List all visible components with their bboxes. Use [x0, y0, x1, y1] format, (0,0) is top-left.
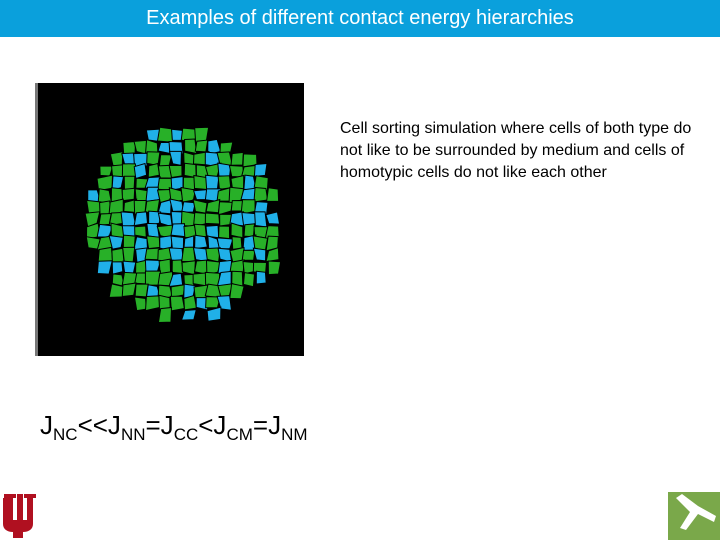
cell	[253, 162, 268, 177]
cell	[158, 154, 173, 167]
cell	[194, 139, 209, 153]
cell	[194, 234, 208, 250]
cell	[255, 270, 267, 285]
cell	[111, 247, 125, 264]
formula-term: =J	[145, 410, 174, 440]
formula-subscript: NM	[281, 425, 308, 444]
cell	[267, 260, 282, 276]
cell	[265, 211, 281, 225]
cell	[122, 246, 136, 264]
cell	[181, 246, 196, 263]
cell	[121, 187, 136, 202]
cell	[97, 246, 114, 263]
formula-subscript: NC	[53, 425, 78, 444]
formula-term: <J	[198, 410, 227, 440]
cell	[230, 151, 244, 166]
formula-subscript: NN	[120, 425, 146, 444]
formula-term: <<J	[77, 410, 121, 440]
cell	[148, 210, 162, 227]
cell	[204, 212, 221, 225]
cell	[242, 272, 256, 288]
cell	[157, 198, 172, 215]
cell	[171, 259, 185, 275]
cell	[134, 225, 147, 238]
formula-term: J	[40, 410, 53, 440]
cell	[217, 175, 232, 190]
cell	[111, 175, 125, 191]
cell	[230, 222, 244, 239]
cell	[170, 223, 186, 238]
cell	[216, 295, 233, 311]
cell	[144, 198, 161, 214]
cell	[181, 201, 196, 213]
cell	[145, 235, 161, 250]
cell	[157, 306, 172, 324]
cell	[254, 211, 268, 228]
cell	[264, 225, 280, 240]
description: Cell sorting simulation where cells of b…	[340, 120, 692, 181]
image-edge	[35, 83, 38, 356]
cell	[133, 152, 148, 167]
cell	[265, 246, 280, 263]
cell	[122, 140, 137, 156]
cell	[216, 237, 234, 250]
cell	[133, 296, 147, 312]
cell	[206, 306, 222, 322]
cell	[193, 223, 207, 238]
simulation-image	[35, 83, 304, 356]
cell	[121, 282, 137, 298]
cell	[120, 211, 137, 227]
cell	[252, 247, 267, 262]
corner-logo	[668, 492, 720, 540]
trident	[3, 494, 36, 538]
cell	[253, 175, 269, 192]
cell	[229, 259, 245, 275]
cell	[168, 164, 183, 179]
cell	[134, 283, 149, 298]
iu-logo	[3, 494, 36, 538]
cell	[229, 283, 245, 300]
cell	[108, 234, 124, 250]
formula-subscript: CM	[226, 425, 253, 444]
cell	[243, 223, 256, 238]
cell	[219, 141, 234, 156]
formula: JNC<<JNN=JCC<JCM=JNM	[40, 410, 308, 445]
cell	[253, 186, 269, 203]
cell	[241, 249, 256, 261]
cell	[183, 294, 198, 311]
formula-term: =J	[252, 410, 282, 440]
cell	[266, 187, 280, 202]
slide-title: Examples of different contact energy hie…	[0, 0, 720, 37]
cell	[205, 174, 220, 191]
cell	[108, 283, 126, 298]
cell	[133, 211, 149, 227]
cell	[156, 126, 174, 143]
cell	[133, 162, 148, 180]
formula-subscript: CC	[173, 425, 199, 444]
logo-mark	[676, 494, 716, 530]
cell	[231, 236, 243, 250]
cell	[180, 309, 197, 321]
cell	[96, 260, 113, 275]
cell	[218, 225, 231, 240]
cell	[170, 284, 186, 298]
cell	[111, 261, 124, 275]
cell	[169, 295, 186, 312]
cell-cluster	[84, 126, 282, 324]
